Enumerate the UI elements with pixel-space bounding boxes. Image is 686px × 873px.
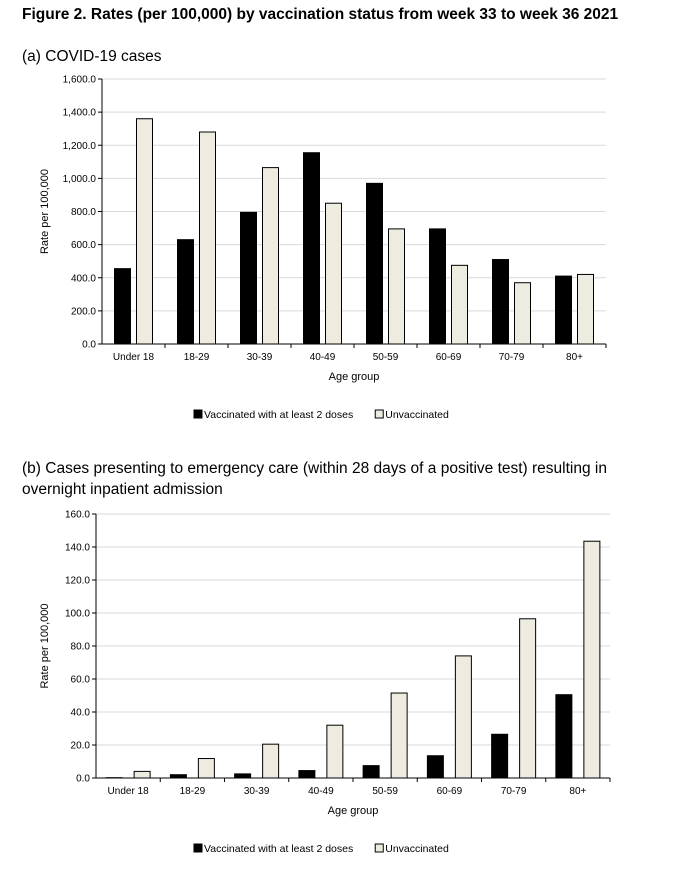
chart-a: 0.0 200.0 400.0 600.0 800.0 1,000.0 1,200.0 1,4…: [39, 75, 607, 421]
chart-a-bar-unvaccinated: [388, 228, 405, 345]
chart-a-bar-vaccinated: [366, 182, 383, 345]
chart-b-y-tick-label: 120.0: [65, 576, 90, 587]
chart-a-y-tick-label: 1,400.0: [63, 108, 97, 119]
chart-b-legend-label-vaccinated: Vaccinated with at least 2 doses: [204, 843, 353, 855]
chart-b-bar-vaccinated: [426, 755, 444, 779]
chart-a-title: (a) COVID-19 cases: [22, 48, 162, 65]
chart-a-x-tick-label: 18-29: [184, 352, 210, 363]
chart-a-bar-unvaccinated: [136, 118, 153, 345]
chart-b-x-tick-label: 70-79: [501, 786, 527, 797]
chart-a-x-tick-label: 70-79: [499, 352, 525, 363]
chart-a-bar-vaccinated: [429, 228, 446, 345]
chart-b-title: (b) Cases presenting to emergency care (…: [22, 460, 607, 498]
chart-b-x-tick-label: 50-59: [372, 786, 398, 797]
chart-a-y-tick-label: 400.0: [71, 273, 96, 284]
chart-a-y-tick-label: 1,200.0: [63, 141, 97, 152]
chart-a-bar-unvaccinated: [514, 282, 531, 345]
chart-b-bar-vaccinated: [298, 770, 316, 779]
chart-b-bar-unvaccinated: [262, 743, 280, 779]
chart-b-bar-unvaccinated: [197, 758, 215, 779]
chart-a-bar-unvaccinated: [325, 202, 342, 345]
chart-a-x-tick-label: 80+: [566, 352, 583, 363]
chart-b-bar-unvaccinated: [454, 655, 472, 779]
chart-b-y-tick-label: 100.0: [65, 609, 90, 620]
chart-b-bar-vaccinated: [169, 774, 187, 779]
chart-b-bar-unvaccinated: [133, 770, 151, 779]
chart-b-x-tick-label: 30-39: [244, 786, 270, 797]
chart-b-y-tick-label: 0.0: [76, 774, 90, 785]
chart-a-y-tick-label: 1,600.0: [63, 75, 97, 86]
chart-a-legend-swatch-vaccinated: [193, 409, 203, 419]
chart-a-x-tick-label: 30-39: [247, 352, 273, 363]
chart-b-x-tick-label: 40-49: [308, 786, 334, 797]
chart-a-legend-label-unvaccinated: Unvaccinated: [385, 409, 449, 421]
chart-b-bar-vaccinated: [362, 765, 380, 779]
chart-a-y-axis-title: Rate per 100,000: [39, 169, 51, 254]
chart-a-bar-vaccinated: [555, 275, 572, 345]
chart-b-bar-unvaccinated: [519, 618, 537, 779]
chart-b-y-tick-label: 80.0: [71, 642, 91, 653]
chart-a-y-tick-label: 800.0: [71, 207, 96, 218]
chart-a-y-tick-label: 0.0: [82, 340, 96, 351]
figure-title: Figure 2. Rates (per 100,000) by vaccina…: [22, 6, 619, 23]
chart-a-bar-vaccinated: [303, 152, 320, 345]
chart-b-y-tick-label: 160.0: [65, 510, 90, 521]
chart-a-bar-vaccinated: [240, 211, 257, 345]
chart-b-y-tick-label: 40.0: [71, 708, 91, 719]
chart-a-y-tick-label: 600.0: [71, 240, 96, 251]
chart-b-y-axis-title: Rate per 100,000: [39, 603, 51, 688]
chart-a-y-tick-label: 200.0: [71, 306, 96, 317]
chart-a-x-tick-label: 50-59: [373, 352, 399, 363]
chart-b-x-tick-label: 80+: [569, 786, 586, 797]
chart-b-y-tick-label: 20.0: [71, 741, 91, 752]
chart-b-legend-swatch-unvaccinated: [374, 843, 384, 853]
chart-a-legend-label-vaccinated: Vaccinated with at least 2 doses: [204, 409, 353, 421]
chart-a-bar-unvaccinated: [262, 167, 279, 345]
chart-b-bar-vaccinated: [234, 773, 252, 779]
chart-b-y-tick-label: 140.0: [65, 543, 90, 554]
chart-b-y-tick-label: 60.0: [71, 675, 91, 686]
chart-b-x-tick-label: Under 18: [108, 786, 150, 797]
chart-b-bar-vaccinated: [491, 733, 509, 779]
chart-b-bar-unvaccinated: [583, 540, 601, 779]
chart-b-legend-swatch-vaccinated: [193, 843, 203, 853]
chart-b-x-axis-title: Age group: [328, 805, 379, 817]
chart-b-bar-unvaccinated: [326, 724, 344, 779]
chart-a-legend-swatch-unvaccinated: [374, 409, 384, 419]
chart-a-bar-vaccinated: [114, 268, 131, 345]
chart-b-x-tick-label: 60-69: [437, 786, 463, 797]
chart-a-x-tick-label: Under 18: [113, 352, 155, 363]
chart-a-bar-vaccinated: [177, 239, 194, 345]
chart-a-bar-vaccinated: [492, 259, 509, 345]
chart-a-bar-unvaccinated: [577, 273, 594, 345]
chart-a-x-axis-title: Age group: [329, 371, 380, 383]
chart-b-legend-label-unvaccinated: Unvaccinated: [385, 843, 449, 855]
chart-b-x-tick-label: 18-29: [180, 786, 206, 797]
chart-a-y-tick-label: 1,000.0: [63, 174, 97, 185]
chart-a-x-tick-label: 60-69: [436, 352, 462, 363]
chart-b-bar-unvaccinated: [390, 692, 408, 779]
chart-a-x-tick-label: 40-49: [310, 352, 336, 363]
chart-a-bar-unvaccinated: [199, 131, 216, 345]
chart-a-bar-unvaccinated: [451, 264, 468, 345]
chart-b-bar-vaccinated: [555, 694, 573, 779]
